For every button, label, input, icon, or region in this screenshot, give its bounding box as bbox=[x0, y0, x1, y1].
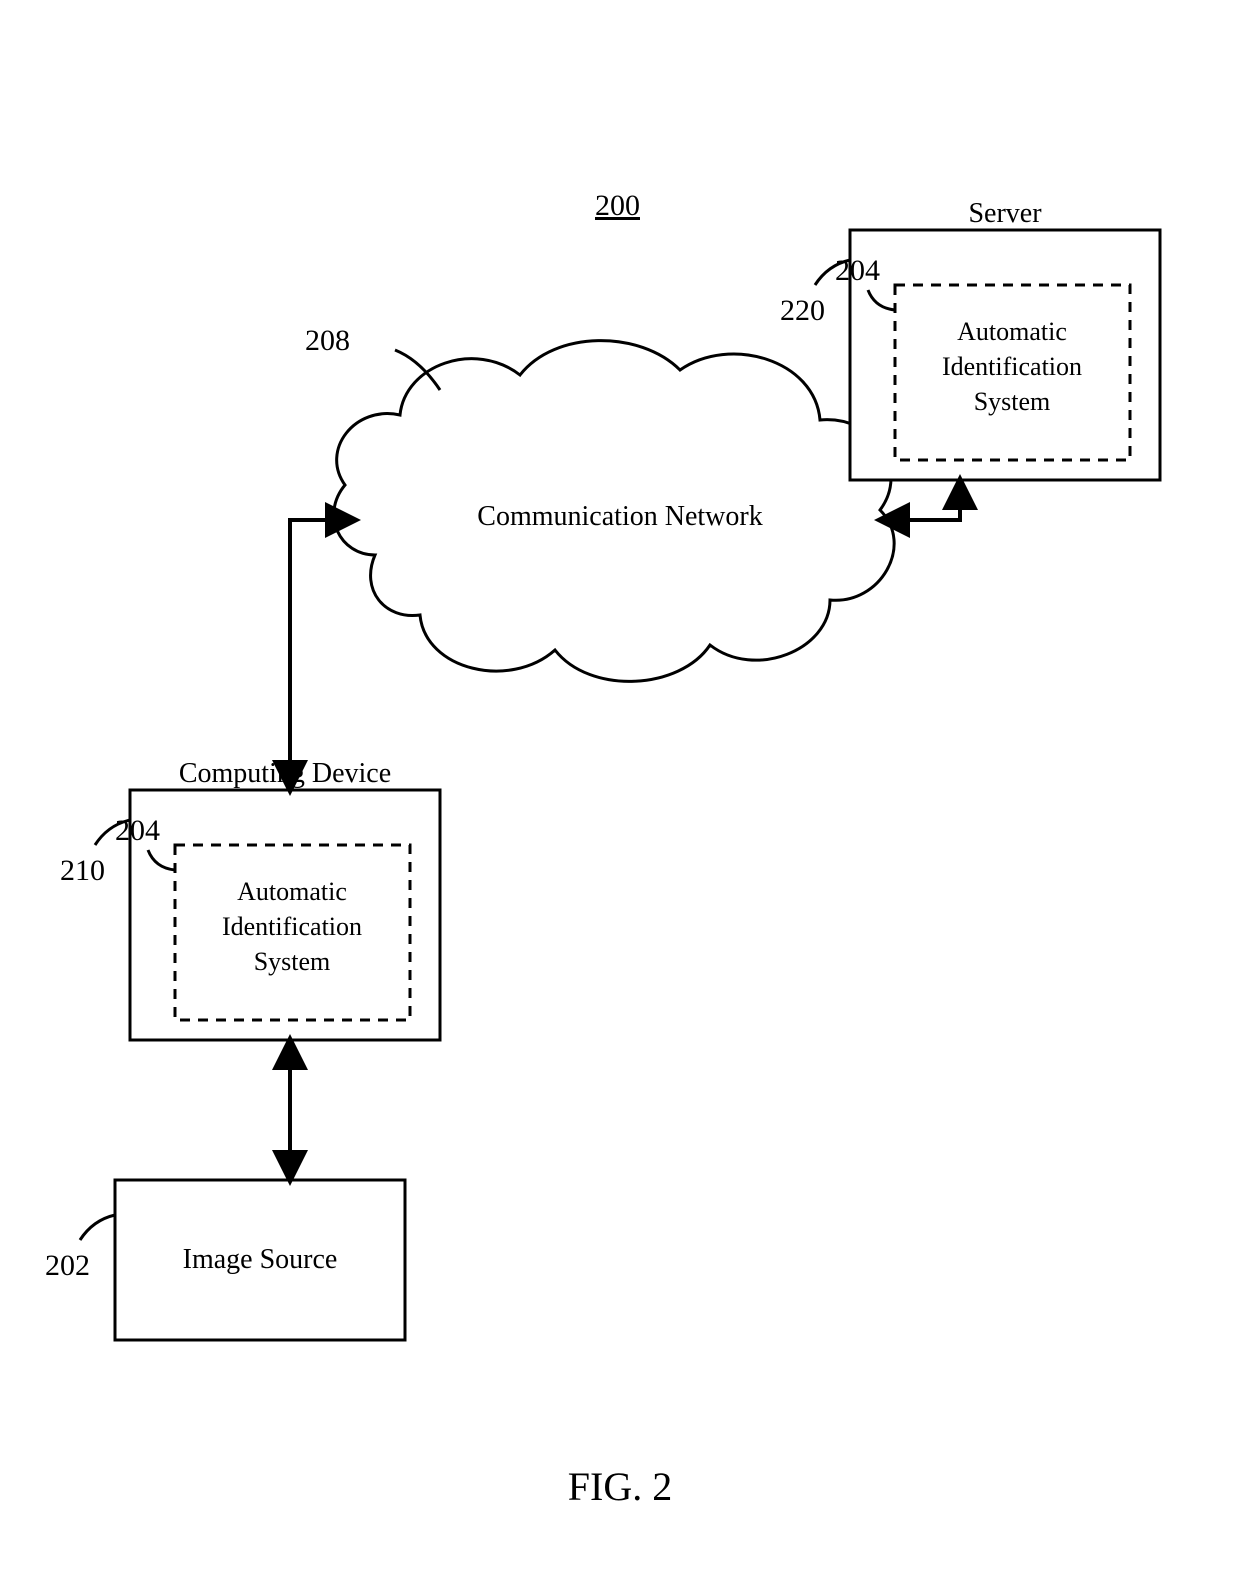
server-inner-line2: Identification bbox=[942, 352, 1082, 381]
server-node: Server Automatic Identification System bbox=[850, 198, 1160, 480]
figure-ref: 200 bbox=[595, 189, 640, 222]
edge-computing-cloud bbox=[290, 520, 355, 790]
image-source-label: Image Source bbox=[183, 1244, 338, 1275]
image-source-node: Image Source bbox=[115, 1180, 405, 1340]
server-inner-line1: Automatic bbox=[957, 317, 1067, 346]
image-source-ref: 202 bbox=[45, 1249, 90, 1282]
server-label: Server bbox=[968, 198, 1042, 229]
computing-device-label: Computing Device bbox=[179, 758, 391, 789]
edge-cloud-server bbox=[880, 480, 960, 520]
computing-device-ref: 210 bbox=[60, 854, 105, 887]
image-source-ref-leader bbox=[80, 1215, 115, 1240]
server-inner-line3: System bbox=[974, 387, 1051, 416]
server-inner-ref: 204 bbox=[835, 254, 880, 287]
server-ref: 220 bbox=[780, 294, 825, 327]
figure-caption: FIG. 2 bbox=[568, 1464, 672, 1509]
diagram-canvas: 200 Communication Network 208 Computing … bbox=[0, 0, 1240, 1586]
computing-device-inner-line1: Automatic bbox=[237, 877, 347, 906]
cloud-node: Communication Network bbox=[334, 341, 894, 682]
computing-device-inner-line2: Identification bbox=[222, 912, 362, 941]
cloud-label: Communication Network bbox=[477, 501, 762, 532]
computing-device-inner-line3: System bbox=[254, 947, 331, 976]
cloud-ref: 208 bbox=[305, 324, 350, 357]
computing-device-node: Computing Device Automatic Identificatio… bbox=[130, 758, 440, 1040]
computing-device-inner-ref: 204 bbox=[115, 814, 160, 847]
